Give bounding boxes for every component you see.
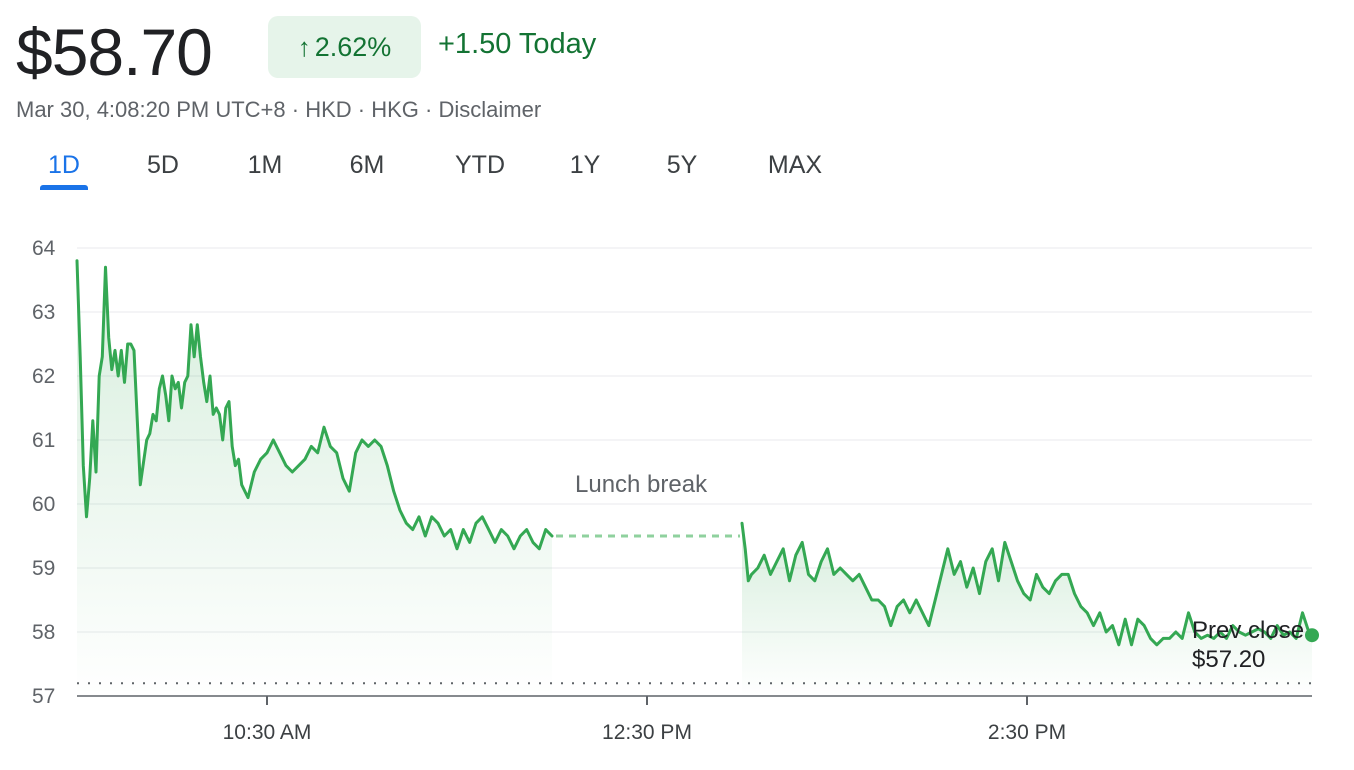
x-tick-label: 12:30 PM [602, 721, 692, 744]
tab-ytd[interactable]: YTD [455, 151, 505, 179]
line-afternoon [740, 521, 1314, 647]
quote-exchange: HKG [371, 97, 419, 122]
prev-close-value: $57.20 [1192, 646, 1265, 673]
current-price: $58.70 [16, 15, 213, 89]
x-tick-label: 2:30 PM [988, 721, 1066, 744]
y-tick-label: 64 [32, 237, 56, 260]
quote-timestamp: Mar 30, 4:08:20 PM UTC+8 [16, 97, 286, 122]
meta-separator: · [357, 97, 366, 122]
tab-1d[interactable]: 1D [48, 151, 80, 179]
line-morning [75, 259, 554, 551]
disclaimer-link[interactable]: Disclaimer [438, 97, 542, 122]
y-tick-label: 60 [32, 493, 55, 516]
y-tick-label: 63 [32, 301, 55, 324]
quote-currency: HKD [305, 97, 352, 122]
meta-separator: · [425, 97, 433, 122]
active-tab-indicator [40, 185, 88, 190]
tab-1y[interactable]: 1Y [569, 151, 601, 179]
chart-area-fills [77, 260, 1312, 696]
chart-lines [75, 259, 1319, 647]
y-tick-label: 57 [32, 685, 55, 708]
tab-max[interactable]: MAX [767, 151, 823, 179]
change-percent-badge: ↑ 2.62% [268, 16, 421, 78]
x-tick-label: 10:30 AM [223, 721, 312, 744]
y-tick-label: 58 [32, 621, 55, 644]
y-tick-label: 62 [32, 365, 55, 388]
tab-1m[interactable]: 1M [247, 151, 283, 179]
y-tick-label: 59 [32, 557, 55, 580]
meta-separator: · [291, 97, 300, 122]
tab-6m[interactable]: 6M [349, 151, 385, 179]
change-percent-value: 2.62% [314, 31, 392, 62]
area-morning [77, 260, 552, 696]
last-price-marker [1305, 628, 1319, 643]
y-tick-label: 61 [32, 429, 55, 452]
range-tabs: 1D 5D 1M 6M YTD 1Y 5Y MAX [0, 145, 900, 191]
arrow-up-icon: ↑ [297, 31, 311, 62]
prev-close-label: Prev close [1192, 617, 1304, 644]
change-today: +1.50 Today [438, 28, 597, 60]
tab-5d[interactable]: 5D [147, 151, 179, 179]
tab-5y[interactable]: 5Y [666, 151, 698, 179]
quote-meta: Mar 30, 4:08:20 PM UTC+8 · HKD · HKG · D… [16, 97, 541, 123]
chart-labels: 64 63 62 61 60 59 58 57 10:30 AM 12:30 PM 2:30 PM L… [32, 237, 1304, 744]
lunch-break-label: Lunch break [575, 471, 708, 498]
area-afternoon [742, 523, 1312, 696]
